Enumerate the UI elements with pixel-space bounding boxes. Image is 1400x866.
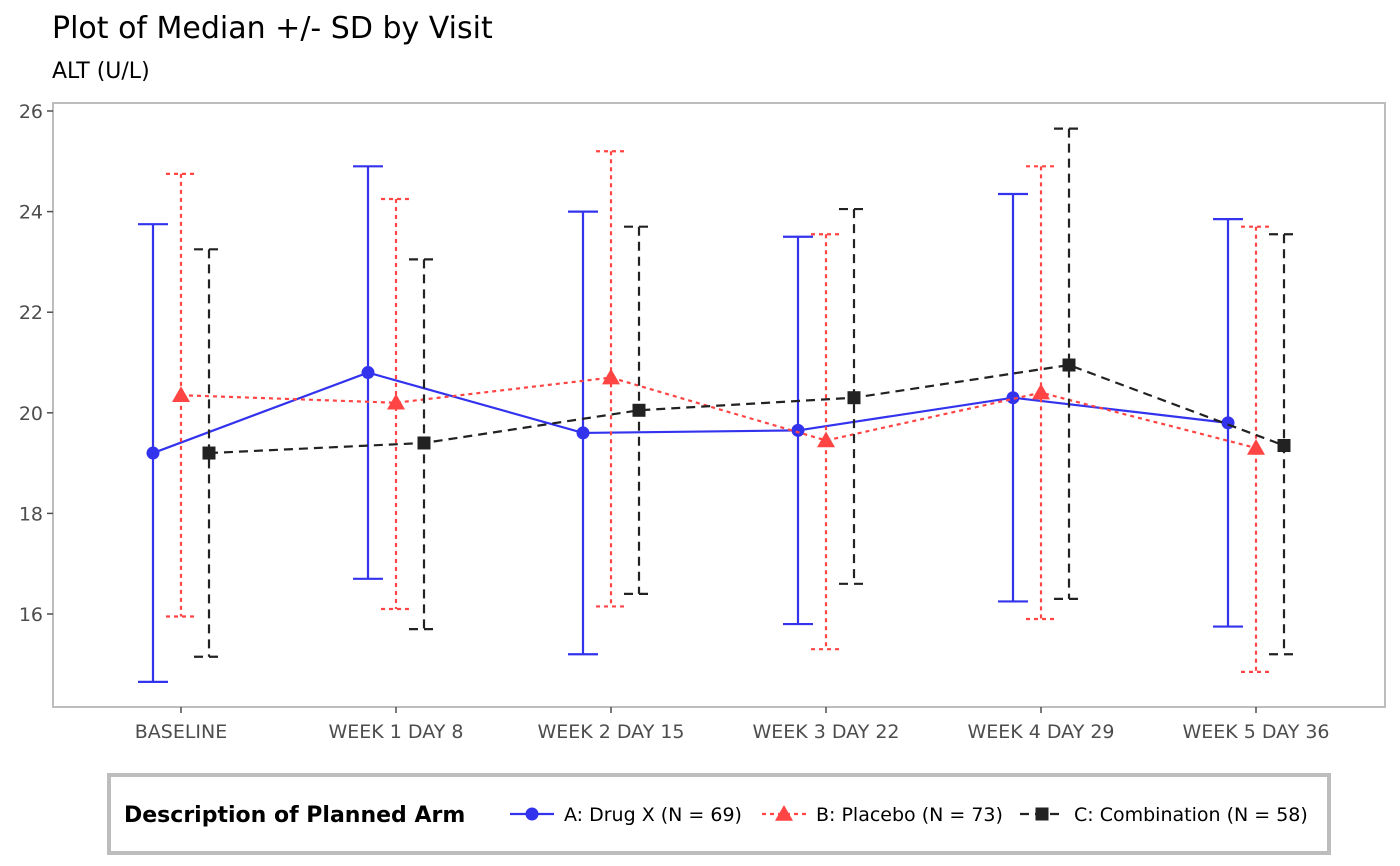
legend-items: A: Drug X (N = 69) B: Placebo (N = 73) C: …: [510, 804, 1308, 826]
series-3: [194, 127, 1299, 658]
legend-item-2: B: Placebo (N = 73): [762, 804, 1003, 826]
series-line: [208, 363, 1285, 455]
legend-box: [107, 773, 1331, 855]
legend-item-1: A: Drug X (N = 69): [510, 804, 742, 826]
data-point: [602, 368, 620, 385]
series-layer: [138, 127, 1299, 684]
legend-label: C: Combination (N = 58): [1074, 804, 1308, 826]
x-tick-label: WEEK 1 DAY 8: [329, 721, 464, 743]
series-line: [180, 376, 1257, 450]
data-point: [632, 403, 646, 417]
series-line: [152, 371, 1229, 455]
series-1: [138, 165, 1243, 684]
y-tick-label: 24: [19, 202, 43, 224]
data-point: [817, 431, 835, 448]
y-axis: 16 18 20 22 24 26: [19, 101, 53, 626]
x-tick-label: WEEK 2 DAY 15: [537, 721, 684, 743]
legend-label: B: Placebo (N = 73): [816, 804, 1003, 826]
y-tick-label: 20: [19, 403, 43, 425]
data-point: [417, 436, 431, 450]
chart-title: Plot of Median +/- SD by Visit: [52, 11, 493, 46]
data-point: [1006, 391, 1020, 405]
x-tick-label: WEEK 3 DAY 22: [752, 721, 899, 743]
y-tick-label: 16: [19, 604, 43, 626]
data-point: [1032, 383, 1050, 400]
x-tick-label: WEEK 5 DAY 36: [1182, 721, 1329, 743]
legend-swatch-marker: [525, 807, 539, 821]
legend-item-3: C: Combination (N = 58): [1020, 804, 1308, 826]
data-point: [361, 366, 375, 380]
legend-swatch-marker: [775, 805, 793, 821]
series-2: [166, 150, 1271, 673]
x-tick-label: WEEK 4 DAY 29: [967, 721, 1114, 743]
y-tick-label: 22: [19, 302, 43, 324]
data-point: [1277, 438, 1291, 452]
legend-title: Description of Planned Arm: [124, 803, 465, 828]
data-point: [791, 423, 805, 437]
legend-swatch-marker: [1035, 807, 1049, 821]
data-point: [1062, 358, 1076, 372]
data-point: [576, 426, 590, 440]
chart-subtitle: ALT (U/L): [52, 59, 150, 84]
y-tick-label: 18: [19, 503, 43, 525]
data-point: [146, 446, 160, 460]
legend: Description of Planned Arm A: Drug X (N …: [107, 773, 1331, 855]
data-point: [202, 446, 216, 460]
legend-label: A: Drug X (N = 69): [564, 804, 742, 826]
x-axis: BASELINE WEEK 1 DAY 8 WEEK 2 DAY 15 WEEK 3 …: [135, 707, 1330, 743]
data-point: [847, 391, 861, 405]
data-point: [172, 386, 190, 402]
y-tick-label: 26: [19, 101, 43, 123]
x-tick-label: BASELINE: [135, 721, 228, 743]
data-point: [1247, 439, 1265, 455]
data-point: [387, 393, 405, 410]
